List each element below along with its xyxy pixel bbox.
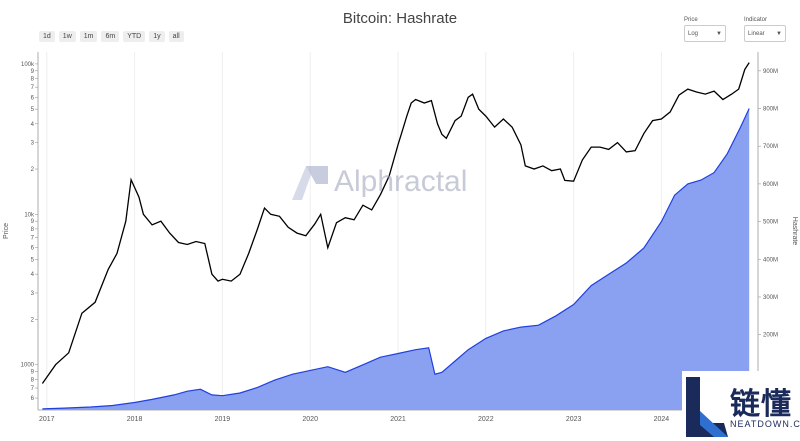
y-left-tick-label: 6 xyxy=(31,396,35,402)
y-left-tick-label: 8 xyxy=(31,76,35,82)
hashrate-line xyxy=(42,108,750,410)
indicator-scale-control: Indicator Linear ▼ xyxy=(744,17,786,42)
y-left-tick-label: 6 xyxy=(31,95,35,101)
range-button-6m[interactable]: 6m xyxy=(101,31,120,42)
y-left-tick-label: 7 xyxy=(31,236,35,242)
x-tick-label: 2022 xyxy=(478,416,494,423)
x-tick-label: 2018 xyxy=(127,416,143,423)
y-right-axis-title: Hashrate xyxy=(791,217,798,246)
y-left-tick-label: 9 xyxy=(31,370,35,376)
x-tick-label: 2024 xyxy=(654,416,670,423)
y-left-axis-title: Price xyxy=(3,223,10,239)
watermark: Alphractal xyxy=(290,162,467,202)
price-scale-select[interactable]: Log ▼ xyxy=(684,25,726,42)
y-left-tick-label: 9 xyxy=(31,69,35,75)
neatdown-l-icon xyxy=(686,377,728,437)
y-left-tick-label: 10k xyxy=(24,212,35,218)
indicator-scale-label: Indicator xyxy=(744,17,768,23)
y-right-tick-label: 900M xyxy=(763,69,778,75)
range-button-1w[interactable]: 1w xyxy=(58,31,76,42)
chevron-down-icon: ▼ xyxy=(716,30,722,37)
y-left-tick-label: 3 xyxy=(31,291,35,297)
x-tick-label: 2021 xyxy=(390,416,406,423)
y-left-tick-label: 9 xyxy=(31,219,35,225)
x-tick-label: 2019 xyxy=(215,416,231,423)
price-scale-label: Price xyxy=(684,17,698,23)
range-button-1m[interactable]: 1m xyxy=(79,31,98,42)
y-left-tick-label: 8 xyxy=(31,377,35,383)
neatdown-logo: 链懂 NEATDOWN.COM xyxy=(682,371,800,441)
indicator-scale-value: Linear xyxy=(748,30,765,37)
chart-title: Bitcoin: Hashrate xyxy=(342,10,458,27)
hashrate-area xyxy=(42,108,750,410)
range-button-all[interactable]: all xyxy=(168,31,184,42)
y-left-tick-label: 2 xyxy=(31,317,35,323)
range-button-1d[interactable]: 1d xyxy=(39,31,55,42)
y-right-tick-label: 600M xyxy=(763,182,778,188)
y-left-tick-label: 5 xyxy=(31,107,35,113)
y-left-tick-label: 3 xyxy=(31,141,35,147)
y-right-tick-label: 700M xyxy=(763,144,778,150)
range-button-ytd[interactable]: YTD xyxy=(123,31,146,42)
price-scale-value: Log xyxy=(688,30,699,37)
logo-domain-text: NEATDOWN.COM xyxy=(730,419,800,429)
y-right-tick-label: 400M xyxy=(763,257,778,263)
alphractal-logo-icon xyxy=(292,166,328,200)
y-left-tick-label: 4 xyxy=(31,122,35,128)
price-line xyxy=(41,62,750,384)
y-left-tick-label: 6 xyxy=(31,246,35,252)
y-left-tick-label: 5 xyxy=(31,258,35,264)
y-left-tick-label: 2 xyxy=(31,167,35,173)
y-right-tick-label: 500M xyxy=(763,220,778,226)
logo-chinese-text: 链懂 xyxy=(730,388,792,421)
x-tick-label: 2023 xyxy=(566,416,582,423)
y-right-tick-label: 300M xyxy=(763,295,778,301)
chevron-down-icon: ▼ xyxy=(776,30,782,37)
x-tick-label: 2017 xyxy=(39,416,55,423)
watermark-text: Alphractal xyxy=(334,165,468,198)
x-tick-label: 2020 xyxy=(302,416,318,423)
price-scale-control: Price Log ▼ xyxy=(684,17,726,42)
y-left-tick-label: 100k xyxy=(21,62,35,68)
range-selector: 1d 1w 1m 6m YTD 1y all xyxy=(39,31,184,42)
y-right-tick-label: 800M xyxy=(763,107,778,113)
range-button-1y[interactable]: 1y xyxy=(149,31,165,42)
y-left-tick-label: 1000 xyxy=(21,363,35,369)
y-left-tick-label: 8 xyxy=(31,227,35,233)
y-left-tick-label: 4 xyxy=(31,272,35,278)
indicator-scale-select[interactable]: Linear ▼ xyxy=(744,25,786,42)
y-left-tick-label: 7 xyxy=(31,85,35,91)
y-left-tick-label: 7 xyxy=(31,386,35,392)
y-right-tick-label: 200M xyxy=(763,333,778,339)
